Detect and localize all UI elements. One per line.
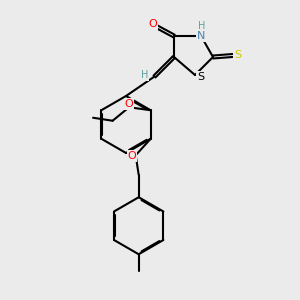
Text: H: H	[141, 70, 148, 80]
Text: O: O	[128, 151, 136, 161]
Text: H: H	[198, 21, 205, 32]
Text: N: N	[197, 31, 205, 41]
Text: O: O	[148, 19, 158, 29]
Text: O: O	[125, 99, 134, 109]
Text: S: S	[197, 71, 204, 82]
Text: S: S	[234, 50, 242, 60]
